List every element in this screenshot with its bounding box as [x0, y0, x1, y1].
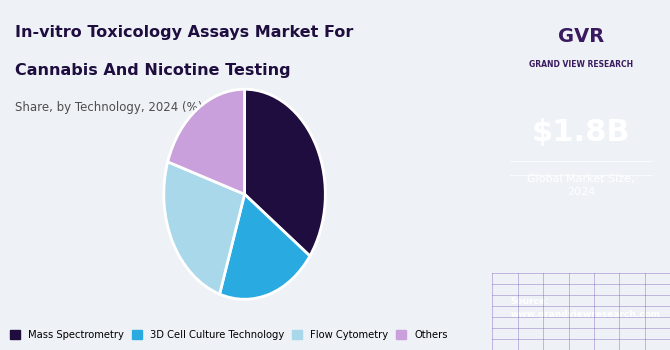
Text: GVR: GVR	[558, 27, 604, 46]
Text: $1.8B: $1.8B	[532, 119, 630, 147]
Wedge shape	[163, 162, 245, 294]
Text: Source:
www.grandviewresearch.com: Source: www.grandviewresearch.com	[511, 297, 661, 319]
Text: In-vitro Toxicology Assays Market For: In-vitro Toxicology Assays Market For	[15, 25, 353, 40]
Wedge shape	[245, 89, 326, 256]
Legend: Mass Spectrometry, 3D Cell Culture Technology, Flow Cytometry, Others: Mass Spectrometry, 3D Cell Culture Techn…	[5, 325, 453, 345]
Wedge shape	[168, 89, 245, 194]
Wedge shape	[220, 194, 310, 299]
Text: Cannabis And Nicotine Testing: Cannabis And Nicotine Testing	[15, 63, 290, 78]
Text: Global Market Size,
2024: Global Market Size, 2024	[527, 174, 635, 197]
Text: GRAND VIEW RESEARCH: GRAND VIEW RESEARCH	[529, 60, 633, 69]
Text: Share, by Technology, 2024 (%): Share, by Technology, 2024 (%)	[15, 102, 202, 114]
